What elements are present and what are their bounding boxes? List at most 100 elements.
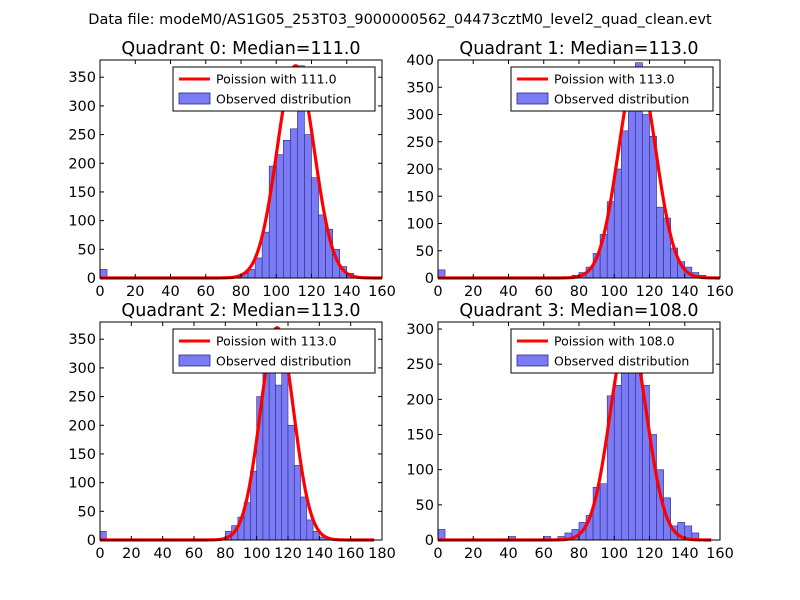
x-tick-label: 20 <box>126 284 144 300</box>
quadrant-2-title: Quadrant 2: Median=113.0 <box>121 301 360 321</box>
histogram-bar <box>261 231 270 279</box>
histogram-bar <box>311 177 319 279</box>
x-tick-label: 60 <box>535 546 553 562</box>
y-tick-label: 350 <box>406 80 434 96</box>
y-tick-label: 300 <box>68 99 96 115</box>
y-tick-label: 200 <box>68 418 96 434</box>
x-tick-label: 160 <box>706 284 734 300</box>
histogram-bar <box>642 114 650 279</box>
y-tick-label: 100 <box>68 476 96 492</box>
y-tick-label: 200 <box>406 392 434 408</box>
quadrant-0-title: Quadrant 0: Median=111.0 <box>121 39 360 59</box>
histogram-bar <box>613 168 622 279</box>
x-tick-label: 160 <box>368 284 396 300</box>
x-tick-label: 120 <box>636 546 664 562</box>
x-tick-label: 180 <box>368 546 396 562</box>
y-tick-label: 150 <box>68 185 96 201</box>
x-tick-label: 20 <box>464 546 482 562</box>
quadrant-2-chart: Quadrant 2: Median=113.0 0 20 40 60 80 100 120… <box>68 301 396 562</box>
x-tick-label: 0 <box>95 284 104 300</box>
histogram-bar <box>613 384 622 541</box>
histogram-bar <box>287 424 295 541</box>
y-tick-label: 250 <box>406 357 434 373</box>
x-tick-label: 40 <box>161 284 179 300</box>
histogram-bar <box>254 257 263 279</box>
y-tick-label: 50 <box>416 498 434 514</box>
x-tick-label: 160 <box>706 546 734 562</box>
x-tick-label: 40 <box>153 546 171 562</box>
quadrant-3-chart: Quadrant 3: Median=108.0 0 20 40 60 80 100 120… <box>406 301 734 562</box>
quadrant-0-legend: Poission with 111.0 Observed distributio… <box>172 66 376 112</box>
histogram-bar <box>620 363 629 541</box>
quadrant-1-legend: Poission with 113.0 Observed distributio… <box>510 66 714 112</box>
quadrant-1-legend-curve-label: Poission with 113.0 <box>554 72 675 87</box>
y-tick-label: 300 <box>406 108 434 124</box>
quadrant-2-legend: Poission with 113.0 Observed distributio… <box>172 328 376 374</box>
x-tick-label: 80 <box>570 284 588 300</box>
y-tick-label: 250 <box>406 135 434 151</box>
quadrant-0-legend-curve-label: Poission with 111.0 <box>216 72 337 87</box>
y-tick-label: 250 <box>68 390 96 406</box>
x-tick-label: 140 <box>671 284 699 300</box>
x-tick-label: 0 <box>433 284 442 300</box>
x-tick-label: 0 <box>433 546 442 562</box>
x-tick-label: 140 <box>671 546 699 562</box>
plot-frame <box>99 321 383 541</box>
x-tick-label: 120 <box>298 284 326 300</box>
quadrant-0-legend-bar-label: Observed distribution <box>216 92 351 107</box>
x-tick-label: 0 <box>95 546 104 562</box>
x-tick-label: 160 <box>337 546 365 562</box>
quadrant-1-legend-bar-label: Observed distribution <box>554 92 689 107</box>
y-tick-label: 100 <box>406 217 434 233</box>
histogram-bar <box>599 483 608 541</box>
quadrant-1-chart: Quadrant 1: Median=113.0 0 20 40 60 80 100 120… <box>406 39 734 300</box>
quadrant-0-legend-bar-swatch <box>178 92 211 105</box>
quadrant-1-axes: 0 20 40 60 80 100 120 140 160 0 50 100 150 200 250 300 3… <box>406 53 734 300</box>
histogram-bar <box>628 103 636 279</box>
x-tick-label: 80 <box>570 546 588 562</box>
x-tick-label: 60 <box>535 284 553 300</box>
x-tick-label: 140 <box>305 546 333 562</box>
histogram-bar <box>293 465 301 541</box>
quadrant-2-legend-bar-swatch <box>178 354 211 367</box>
y-tick-label: 300 <box>68 361 96 377</box>
y-tick-label: 150 <box>406 428 434 444</box>
histogram-bar <box>300 496 308 541</box>
x-tick-label: 60 <box>185 546 203 562</box>
x-tick-label: 20 <box>464 284 482 300</box>
histogram-bar <box>656 206 664 279</box>
quadrant-2-legend-curve-label: Poission with 113.0 <box>216 334 337 349</box>
y-tick-label: 200 <box>406 162 434 178</box>
quadrant-3-legend-bar-swatch <box>516 354 549 367</box>
y-tick-label: 100 <box>406 463 434 479</box>
x-tick-label: 120 <box>636 284 664 300</box>
quadrant-3-legend: Poission with 108.0 Observed distributio… <box>510 328 714 374</box>
y-tick-label: 350 <box>68 332 96 348</box>
x-tick-label: 40 <box>499 284 517 300</box>
y-tick-label: 150 <box>406 189 434 205</box>
y-tick-label: 50 <box>78 504 96 520</box>
quadrant-3-title: Quadrant 3: Median=108.0 <box>459 301 698 321</box>
histogram-bar <box>275 384 283 541</box>
x-tick-label: 140 <box>333 284 361 300</box>
x-tick-label: 80 <box>232 284 250 300</box>
x-tick-label: 100 <box>600 546 628 562</box>
y-tick-label: 100 <box>68 214 96 230</box>
histogram-bar <box>281 344 289 541</box>
quadrant-1-legend-bar-swatch <box>516 92 549 105</box>
y-tick-label: 0 <box>425 271 434 287</box>
y-tick-label: 300 <box>406 322 434 338</box>
y-tick-label: 200 <box>68 156 96 172</box>
y-tick-label: 400 <box>406 53 434 69</box>
histogram-bar <box>306 519 314 541</box>
x-tick-label: 60 <box>197 284 215 300</box>
y-tick-label: 150 <box>68 447 96 463</box>
y-tick-label: 350 <box>68 70 96 86</box>
histogram-bar <box>290 128 298 279</box>
figure-suptitle: Data file: modeM0/AS1G05_253T03_90000005… <box>88 12 712 28</box>
histogram-bar <box>282 140 291 279</box>
histogram-bar <box>275 154 284 279</box>
quadrant-2-legend-bar-label: Observed distribution <box>216 354 351 369</box>
x-tick-label: 80 <box>216 546 234 562</box>
